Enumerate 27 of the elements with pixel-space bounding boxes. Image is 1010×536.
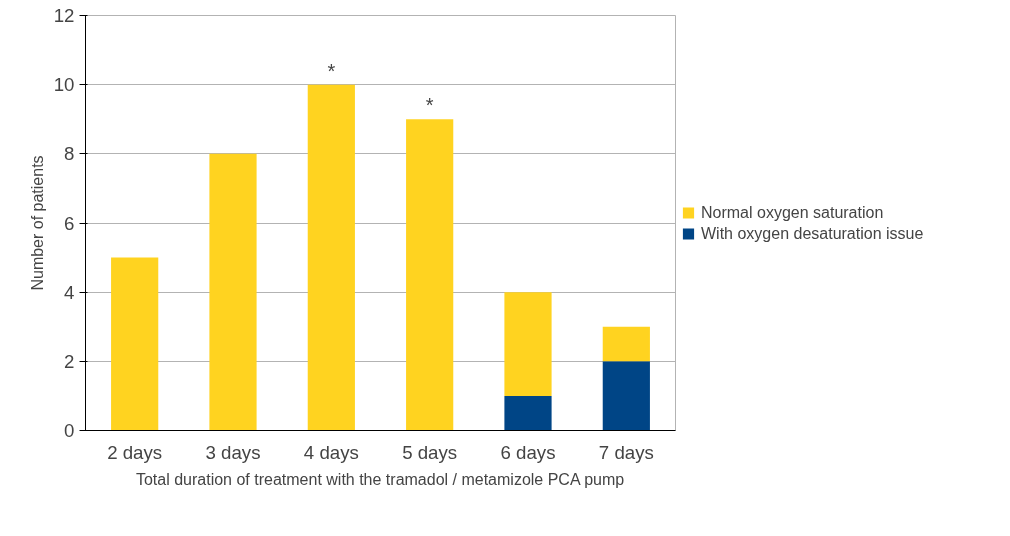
y-tick-label: 6	[64, 212, 75, 234]
y-tick-label: 2	[64, 350, 75, 372]
bar	[504, 395, 552, 431]
bar	[504, 292, 552, 396]
annotation: *	[425, 94, 434, 117]
y-tick-label: 10	[53, 74, 75, 96]
annotation: *	[327, 59, 336, 82]
x-tick-label: 2 days	[107, 441, 163, 463]
x-tick-label: 6 days	[500, 441, 556, 463]
y-tick-label: 0	[64, 420, 75, 441]
bar	[406, 119, 454, 431]
x-tick-label: 7 days	[598, 441, 654, 463]
bar	[209, 153, 257, 431]
x-tick-label: 3 days	[205, 441, 261, 463]
bar	[602, 361, 650, 431]
x-tick-label: 4 days	[303, 441, 359, 463]
bar	[602, 326, 650, 362]
y-axis-title: Number of patients	[28, 155, 46, 291]
y-tick-label: 12	[53, 5, 75, 26]
y-tick-label: 8	[64, 143, 75, 165]
bar	[307, 84, 355, 431]
legend-label: Normal oxygen saturation	[701, 203, 884, 221]
legend-label: With oxygen desaturation issue	[701, 224, 924, 242]
x-axis-title: Total duration of treatment with the tramadol / metamizole PCA pump	[135, 470, 625, 488]
y-tick-label: 4	[64, 281, 75, 303]
x-tick-label: 5 days	[402, 441, 458, 463]
bar	[111, 257, 159, 431]
